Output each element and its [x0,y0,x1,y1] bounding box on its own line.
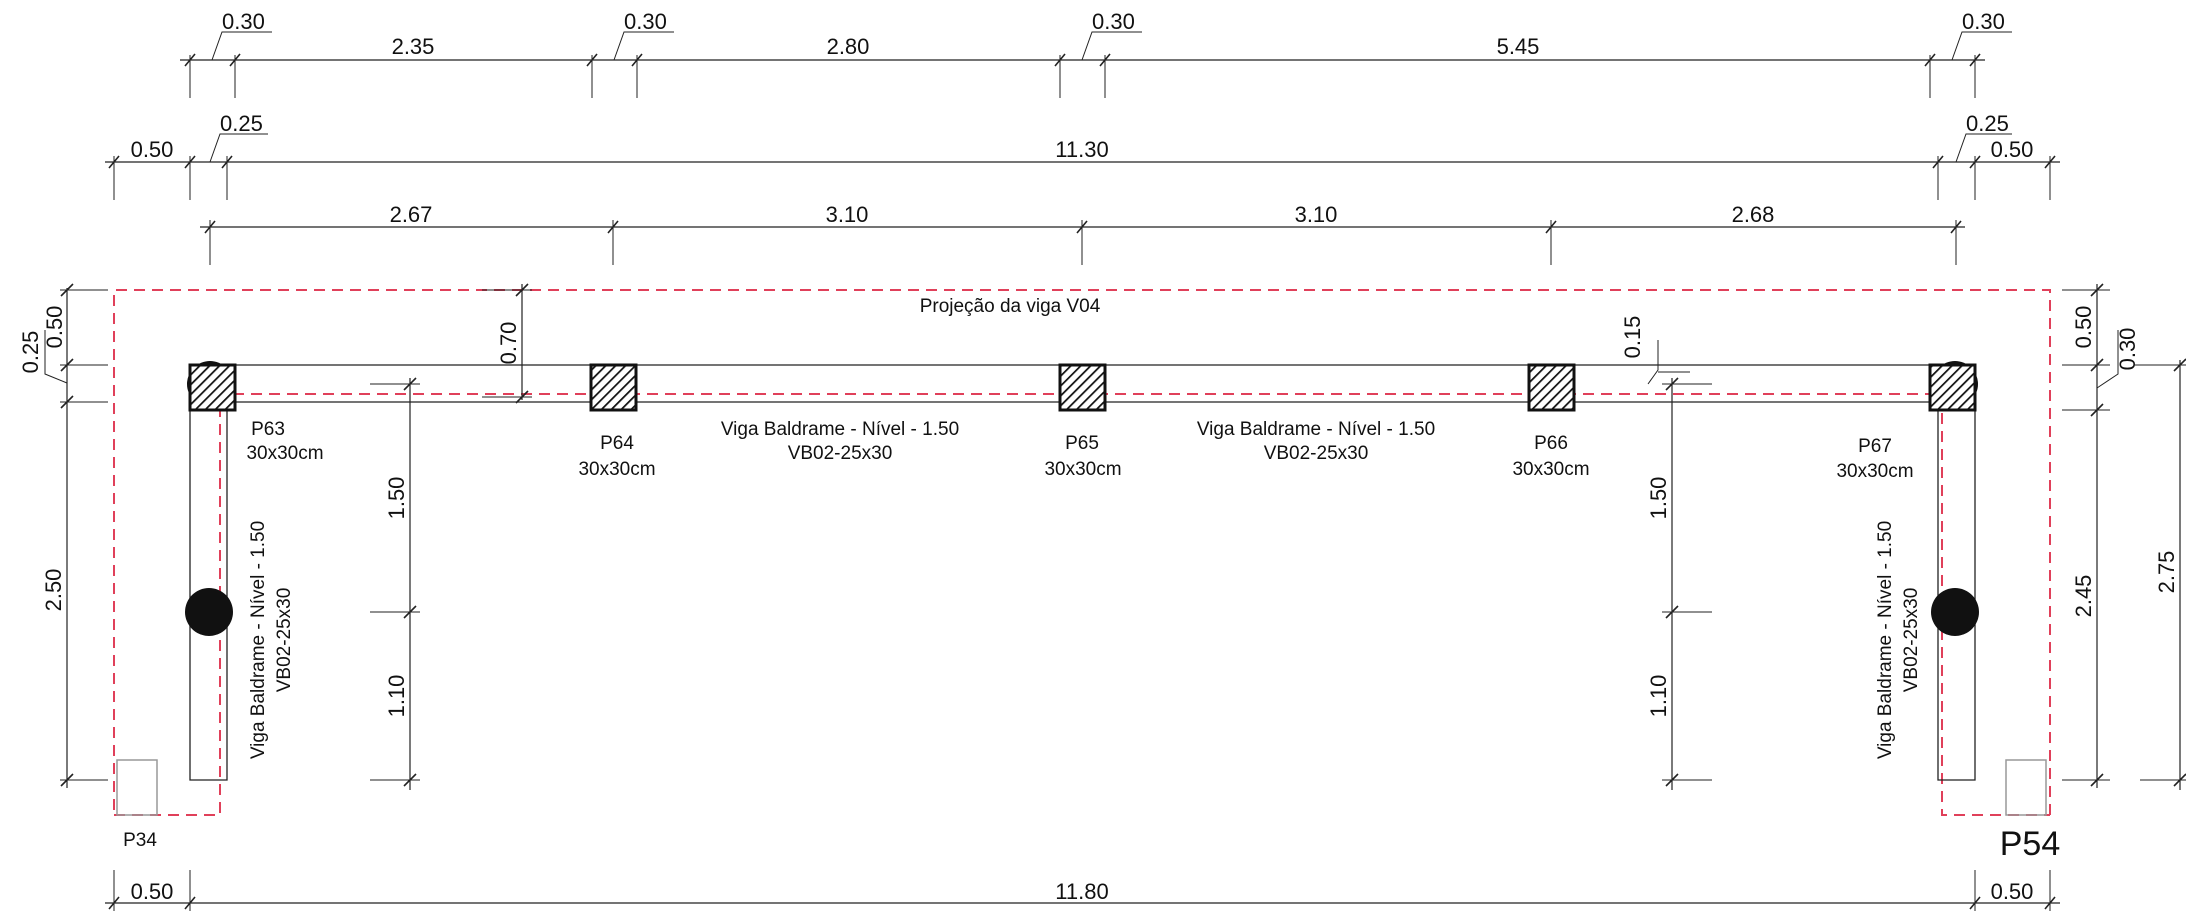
dim-label: 0.30 [624,9,667,34]
pillar-name: P65 [1065,433,1099,454]
dim-label: 2.35 [392,34,435,59]
dim-label: 1.50 [1646,477,1671,520]
pillar-size: 30x30cm [246,443,323,464]
dim-label: 3.10 [826,202,869,227]
corner-label-p34: P34 [123,830,157,851]
top-dimension-chain-3: 2.67 3.10 3.10 2.68 [200,202,1965,265]
dim-label: 1.10 [384,675,409,718]
dim-label: 0.50 [1991,137,2034,162]
pillar-p64-symbol [589,363,638,412]
dim-label: 2.45 [2071,575,2096,618]
dim-label: 2.50 [41,569,66,612]
dim-label: 11.30 [1055,137,1108,162]
dim-label: 0.15 [1620,316,1645,359]
dim-label: 11.80 [1055,879,1108,904]
beam-labels: Viga Baldrame - Nível - 1.50 VB02-25x30 … [248,419,1922,759]
dim-label: 0.25 [1966,111,2009,136]
inner-dimensions: 0.70 1.50 1.10 0.15 1.50 1.10 [370,283,1712,790]
dim-label: 0.50 [1991,879,2034,904]
dim-label: 3.10 [1295,202,1338,227]
dim-label: 0.30 [1092,9,1135,34]
pillar-p66-symbol [1527,363,1576,412]
beam-label-line1: Viga Baldrame - Nível - 1.50 [721,419,959,440]
dim-label: 2.80 [827,34,870,59]
dim-label: 0.25 [18,331,43,374]
pillar-name: P64 [600,433,634,454]
beam-label-line1: Viga Baldrame - Nível - 1.50 [1875,521,1896,759]
pillar-p63-symbol [187,361,237,412]
pillar-labels: P63 30x30cm P64 30x30cm P65 30x30cm P66 … [123,419,2060,863]
right-dimensions: 0.50 0.30 2.45 2.75 [2062,283,2186,790]
beam-label-line1: Viga Baldrame - Nível - 1.50 [1197,419,1435,440]
dim-label: 0.70 [496,322,521,365]
dim-label: 5.45 [1497,34,1540,59]
beam-label-line2: VB02-25x30 [1264,443,1369,464]
dim-label: 0.50 [131,879,174,904]
beam-label-line2: VB02-25x30 [788,443,893,464]
dim-label: 2.67 [390,202,433,227]
projection-label: Projeção da viga V04 [920,296,1101,317]
pillar-p67-symbol [1928,361,1978,412]
left-dimensions: 0.25 0.50 2.50 [18,283,108,788]
bottom-dimensions: 0.50 11.80 0.50 [105,870,2060,911]
dim-label: 0.50 [2071,306,2096,349]
pillar-p65-symbol [1058,363,1107,412]
dim-label: 1.10 [1646,675,1671,718]
dim-label: 0.50 [42,306,67,349]
pillar-name: P67 [1858,436,1892,457]
dim-label: 0.50 [131,137,174,162]
pillar-size: 30x30cm [578,459,655,480]
dim-label: 2.75 [2154,551,2179,594]
dim-label: 0.25 [220,111,263,136]
corner-label-p54: P54 [2000,825,2061,863]
pillar-size: 30x30cm [1512,459,1589,480]
dim-label: 0.30 [2115,328,2140,371]
pillar-size: 30x30cm [1836,461,1913,482]
top-dimension-chain-1: 0.30 2.35 0.30 2.80 0.30 5.45 0.30 [180,9,2012,98]
pillars [185,361,1979,636]
dim-label: 2.68 [1732,202,1775,227]
pillar-name: P66 [1534,433,1568,454]
beam-label-line2: VB02-25x30 [274,588,295,693]
column-marker [1931,588,1979,636]
column-marker [185,588,233,636]
beam-label-line1: Viga Baldrame - Nível - 1.50 [248,521,269,759]
pillar-name: P63 [251,419,285,440]
dim-label: 1.50 [384,477,409,520]
dim-label: 0.30 [222,9,265,34]
top-dimension-chain-2: 0.50 0.25 11.30 0.25 0.50 [105,111,2060,200]
pillar-size: 30x30cm [1044,459,1121,480]
beam-label-line2: VB02-25x30 [1901,588,1922,693]
dim-label: 0.30 [1962,9,2005,34]
